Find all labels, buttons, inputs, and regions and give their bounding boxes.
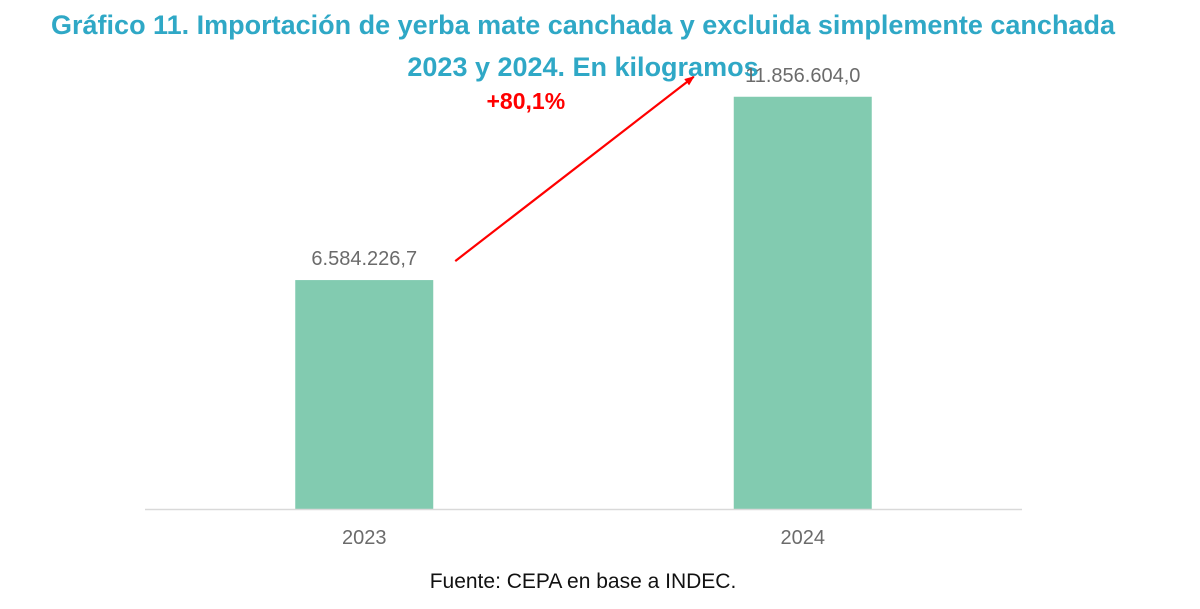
x-tick-label-2023: 2023 [342,527,387,549]
data-label-2023: 6.584.226,7 [311,248,417,270]
data-label-2024: 11.856.604,0 [745,65,860,87]
chart-title: Gráfico 11. Importación de yerba mate ca… [0,4,1166,88]
chart-title-line-1: Gráfico 11. Importación de yerba mate ca… [51,10,1115,40]
plot-area: 6.584.226,7 2023 11.856.604,0 2024 +80,1% [145,65,1022,549]
bar-2023 [295,280,434,509]
chart-title-line-2: 2023 y 2024. En kilogramos [407,52,759,82]
growth-arrow [454,75,695,262]
growth-annotation: +80,1% [487,88,566,114]
source-note: Fuente: CEPA en base a INDEC. [429,570,737,593]
x-tick-label-2024: 2024 [781,527,826,549]
bar-2024 [733,96,872,509]
